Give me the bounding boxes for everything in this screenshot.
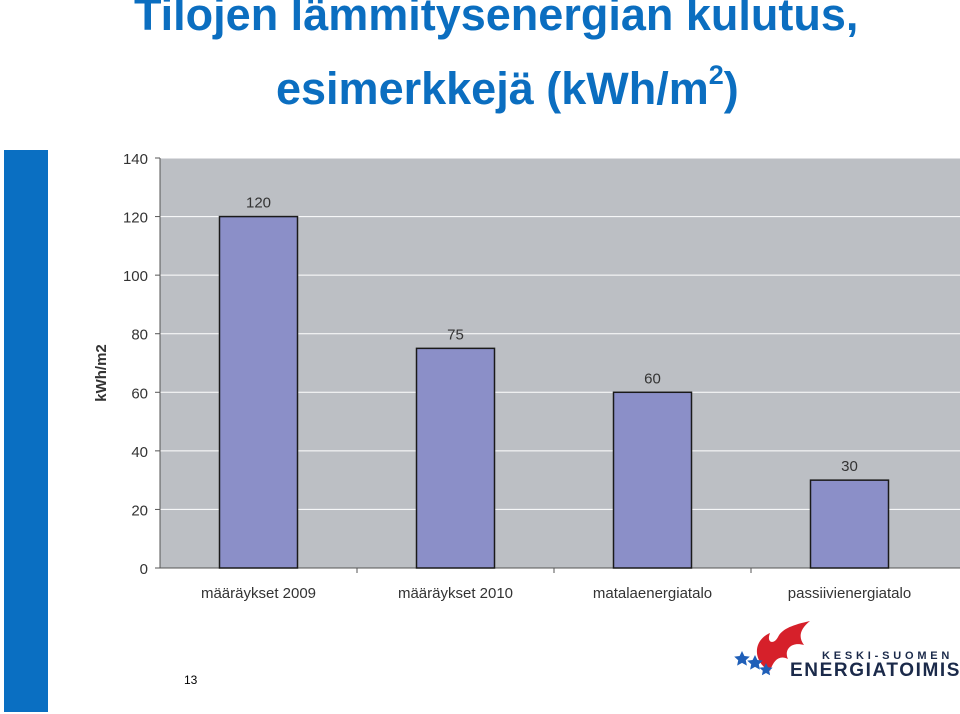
y-axis-label: kWh/m2 [93,344,110,402]
bar [809,479,890,569]
data-label: 30 [841,458,858,475]
y-tick-label: 40 [131,444,148,461]
title-line-2-end: ) [723,63,739,114]
x-category-label: matalaenergiatalo [593,585,712,602]
side-accent-bar [4,150,48,712]
y-tick-label: 120 [123,210,148,227]
x-category-label: passiivienergiatalo [788,585,911,602]
logo-text-line-1: KESKI-SUOMEN [822,650,954,662]
title-line-2: esimerkkejä (kWh/m2) [276,54,739,114]
y-tick-label: 80 [131,327,148,344]
bar [218,215,299,569]
title-superscript: 2 [708,60,724,90]
y-tick-label: 60 [131,385,148,402]
data-label: 60 [644,370,661,387]
bar-chart: 0 20 40 60 80 100 120 140 120 määräykset 2009 75 mä… [93,151,960,602]
energiatoimisto-logo [734,621,810,676]
title-line-2-text: esimerkkejä (kWh/m [276,63,709,114]
data-label: 75 [447,326,464,343]
bar [415,347,496,569]
bar [612,391,693,569]
page-number: 13 [184,673,198,687]
y-tick-label: 100 [123,268,148,285]
y-tick-label: 140 [123,151,148,168]
star-icon [734,651,750,666]
x-category-label: määräykset 2009 [201,585,316,602]
x-category-label: määräykset 2010 [398,585,513,602]
flame-icon [756,621,810,671]
title-line-1: Tilojen lämmitysenergian kulutus, [134,0,859,40]
y-tick-label: 20 [131,502,148,519]
logo-text-line-2: ENERGIATOIMISTO [790,660,960,681]
star-icon [759,663,773,676]
data-label: 120 [246,195,271,212]
star-icon [747,655,763,670]
y-tick-label: 0 [140,561,148,578]
